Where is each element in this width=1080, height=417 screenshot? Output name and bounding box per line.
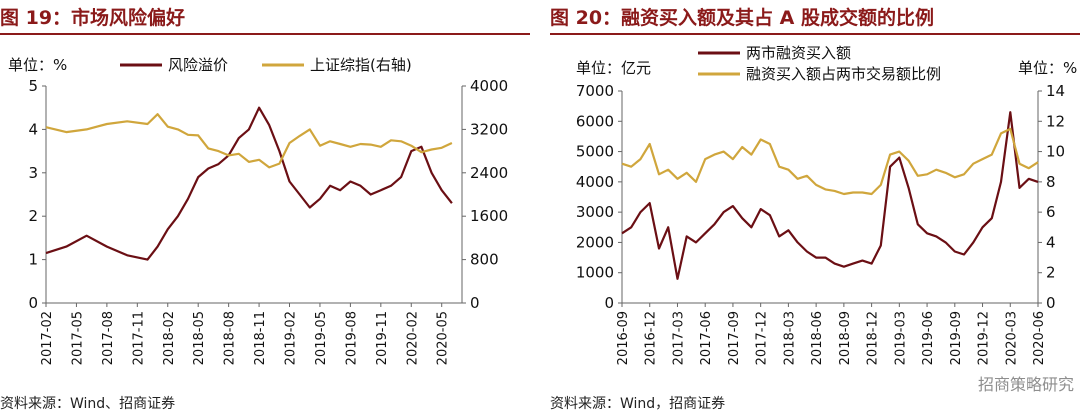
x-tick-label: 2018-02 <box>162 311 177 365</box>
x-tick-label: 2020-06 <box>1032 311 1047 365</box>
y-tick-label-left: 7000 <box>576 82 614 100</box>
y-tick-label-right: 2 <box>1046 264 1056 282</box>
x-tick-label: 2018-12 <box>866 311 881 365</box>
series-line-2 <box>621 127 1039 196</box>
x-tick-label: 2017-05 <box>70 311 85 365</box>
x-tick-label: 2019-11 <box>375 311 390 365</box>
x-tick-label: 2017-12 <box>755 311 770 365</box>
chart-fig19: 0 1 2 3 4 5 0 800 1600 2400 3200 4000 2017-02 2017-05… <box>8 56 508 365</box>
panel-fig20: 图 20：融资买入额及其占 A 股成交额的比例 0 1000 2000 3000 400… <box>550 0 1080 417</box>
y-tick-label-left: 2 <box>28 207 38 225</box>
right-unit-label: 单位：% <box>1018 59 1077 77</box>
series-line-1 <box>621 111 1039 280</box>
panel-fig19: 图 19：市场风险偏好 0 1 2 3 4 5 0 800 1600 2400 3200 4000 20… <box>0 0 530 417</box>
x-tick-label: 2019-09 <box>949 311 964 365</box>
y-tick-label-left: 4 <box>28 120 38 138</box>
x-tick-label: 2019-03 <box>893 311 908 365</box>
x-tick-label: 2019-05 <box>314 311 329 365</box>
watermark: 招商策略研究 <box>977 375 1074 394</box>
y-tick-label-right: 1600 <box>470 207 508 225</box>
title-rule <box>550 33 1080 35</box>
series-line-2 <box>45 113 453 169</box>
y-tick-label-right: 6 <box>1046 203 1056 221</box>
y-tick-label-left: 6000 <box>576 112 614 130</box>
y-tick-label-left: 4000 <box>576 173 614 191</box>
x-tick-label: 2020-02 <box>405 311 420 365</box>
source-note: 资料来源：Wind、招商证券 <box>0 396 176 412</box>
x-tick-label: 2017-03 <box>671 311 686 365</box>
left-unit-label: 单位：亿元 <box>576 59 651 77</box>
y-tick-label-left: 0 <box>28 294 38 312</box>
x-tick-label: 2017-09 <box>727 311 742 365</box>
y-tick-label-right: 8 <box>1046 173 1056 191</box>
x-tick-label: 2020-03 <box>1004 311 1019 365</box>
x-tick-label: 2018-03 <box>782 311 797 365</box>
x-tick-label: 2018-06 <box>810 311 825 365</box>
x-tick-label: 2020-05 <box>436 311 451 365</box>
x-tick-label: 2016-12 <box>644 311 659 365</box>
x-tick-label: 2016-09 <box>616 311 631 365</box>
chart-fig20: 0 1000 2000 3000 4000 5000 6000 7000 0 2 4 6 8 10 12 14… <box>576 44 1077 365</box>
y-tick-label-left: 5000 <box>576 143 614 161</box>
y-tick-label-right: 4 <box>1046 233 1056 251</box>
y-tick-label-left: 3 <box>28 164 38 182</box>
y-tick-label-right: 4000 <box>470 77 508 95</box>
series-line-1 <box>45 106 453 261</box>
x-tick-label: 2019-08 <box>344 311 359 365</box>
x-tick-label: 2017-11 <box>131 311 146 365</box>
y-tick-label-right: 10 <box>1046 143 1065 161</box>
x-tick-label: 2017-02 <box>40 311 55 365</box>
x-tick-label: 2019-12 <box>977 311 992 365</box>
y-tick-label-right: 3200 <box>470 120 508 138</box>
legend-label: 风险溢价 <box>168 56 228 74</box>
y-tick-label-left: 5 <box>28 77 38 95</box>
x-tick-label: 2018-05 <box>192 311 207 365</box>
legend-label: 两市融资买入额 <box>746 44 851 62</box>
chart-title: 图 20：融资买入额及其占 A 股成交额的比例 <box>550 7 934 29</box>
x-tick-label: 2018-09 <box>838 311 853 365</box>
y-tick-label-left: 3000 <box>576 203 614 221</box>
x-tick-label: 2018-11 <box>253 311 268 365</box>
x-tick-label: 2017-06 <box>699 311 714 365</box>
y-tick-label-right: 2400 <box>470 164 508 182</box>
y-tick-label-right: 800 <box>470 251 499 269</box>
chart-title: 图 19：市场风险偏好 <box>0 7 186 29</box>
y-tick-label-right: 12 <box>1046 112 1065 130</box>
legend-label: 上证综指(右轴) <box>310 56 412 74</box>
x-tick-label: 2019-06 <box>921 311 936 365</box>
legend-label: 融资买入额占两市交易额比例 <box>746 65 941 83</box>
left-unit-label: 单位：% <box>8 56 67 74</box>
y-tick-label-right: 0 <box>470 294 480 312</box>
x-tick-label: 2019-02 <box>284 311 299 365</box>
y-tick-label-left: 0 <box>604 294 614 312</box>
y-tick-label-left: 2000 <box>576 233 614 251</box>
x-tick-label: 2017-08 <box>101 311 116 365</box>
y-tick-label-left: 1 <box>28 251 38 269</box>
title-rule <box>0 33 530 35</box>
y-tick-label-right: 14 <box>1046 82 1065 100</box>
source-note: 资料来源：Wind，招商证券 <box>550 396 726 412</box>
y-tick-label-left: 1000 <box>576 264 614 282</box>
y-tick-label-right: 0 <box>1046 294 1056 312</box>
x-tick-label: 2018-08 <box>223 311 238 365</box>
